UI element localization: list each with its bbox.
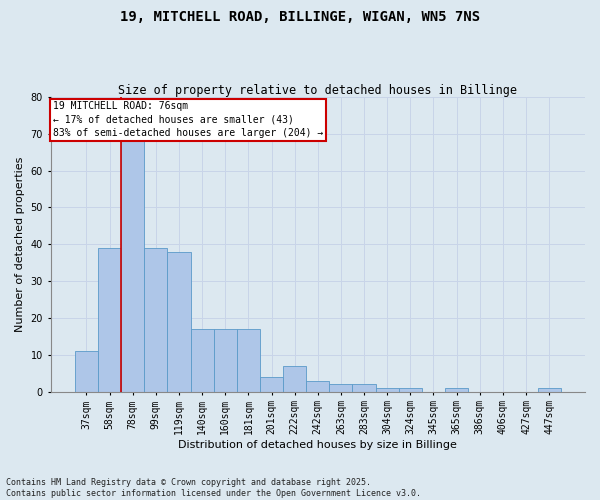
Bar [329,384,352,392]
Bar [399,388,422,392]
Bar [167,252,191,392]
Text: 19, MITCHELL ROAD, BILLINGE, WIGAN, WN5 7NS: 19, MITCHELL ROAD, BILLINGE, WIGAN, WN5 … [120,10,480,24]
Bar [75,351,98,392]
Bar [121,141,144,392]
Bar [144,248,167,392]
Bar [445,388,468,392]
Title: Size of property relative to detached houses in Billinge: Size of property relative to detached ho… [118,84,517,97]
Bar [306,380,329,392]
Bar [191,329,214,392]
Y-axis label: Number of detached properties: Number of detached properties [15,156,25,332]
Bar [260,377,283,392]
Bar [283,366,306,392]
Bar [376,388,399,392]
Text: Contains HM Land Registry data © Crown copyright and database right 2025.
Contai: Contains HM Land Registry data © Crown c… [6,478,421,498]
Bar [538,388,561,392]
Bar [237,329,260,392]
X-axis label: Distribution of detached houses by size in Billinge: Distribution of detached houses by size … [178,440,457,450]
Bar [98,248,121,392]
Bar [214,329,237,392]
Bar [352,384,376,392]
Text: 19 MITCHELL ROAD: 76sqm
← 17% of detached houses are smaller (43)
83% of semi-de: 19 MITCHELL ROAD: 76sqm ← 17% of detache… [53,102,323,138]
